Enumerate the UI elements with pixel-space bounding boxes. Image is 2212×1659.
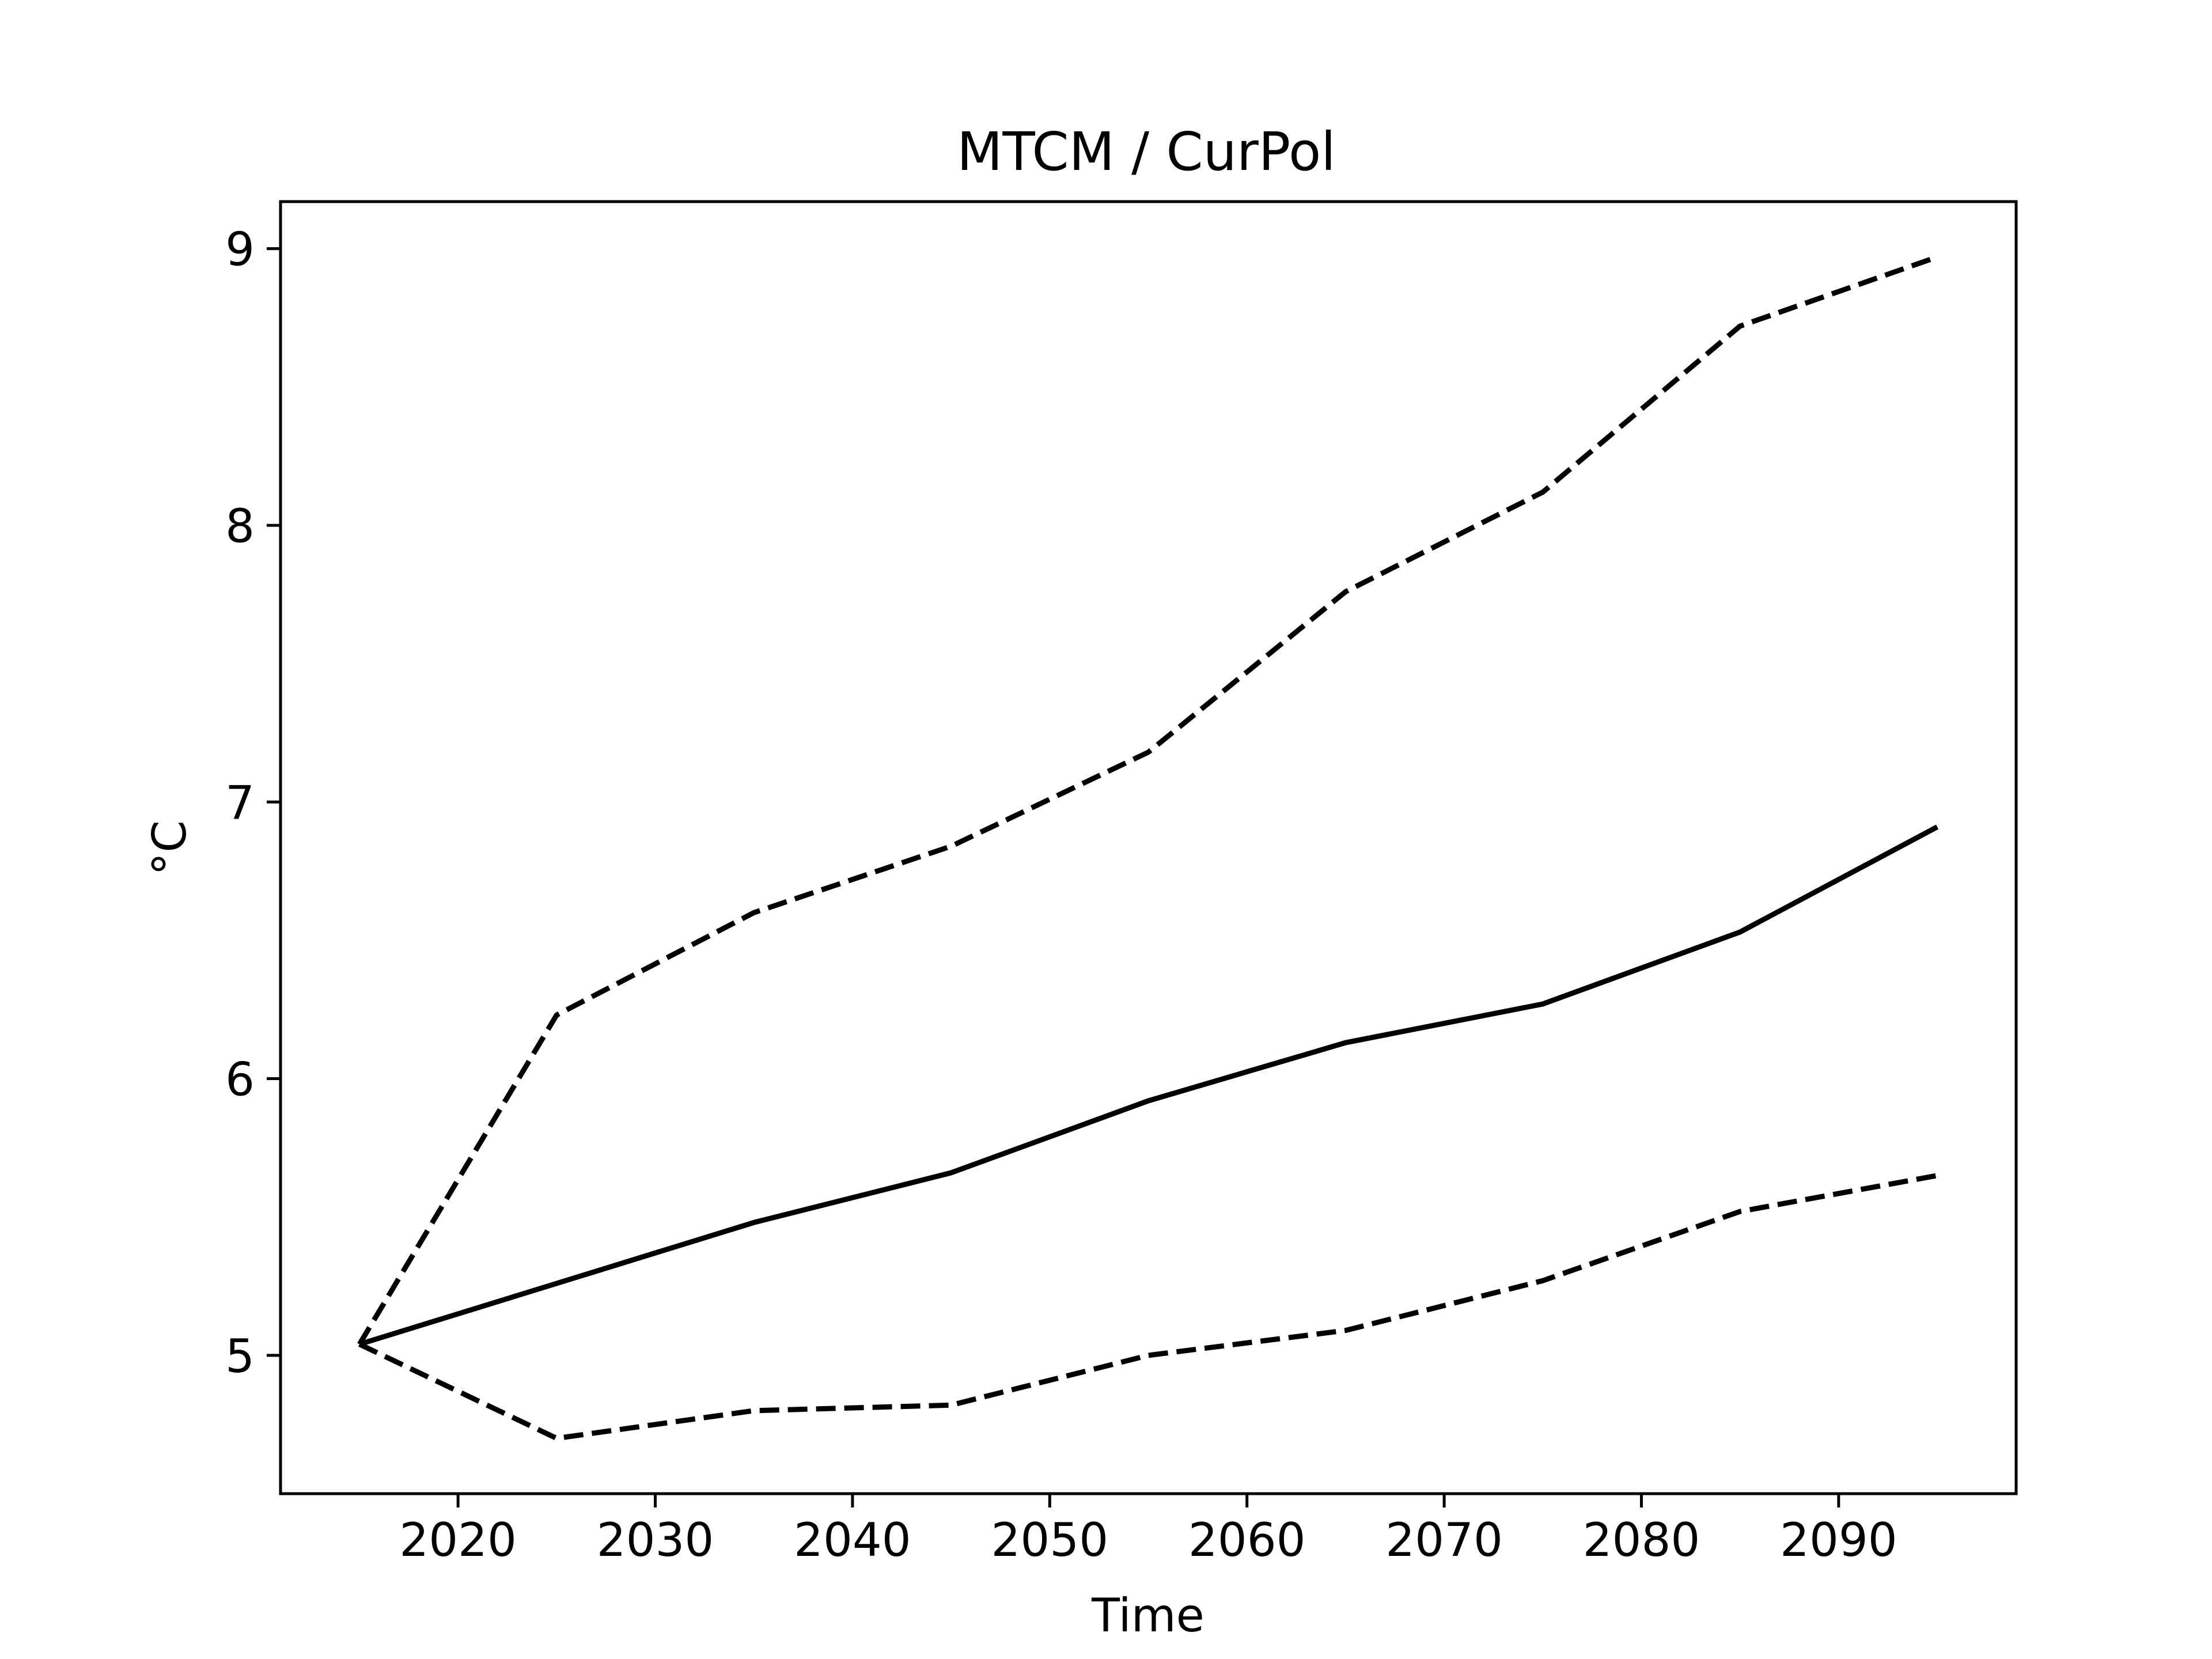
x-tick-label: 2040	[794, 1513, 911, 1567]
x-tick-label: 2080	[1583, 1513, 1700, 1567]
y-axis-label: °C	[143, 820, 196, 876]
y-tick-label: 9	[225, 223, 255, 276]
y-tick-label: 6	[225, 1053, 255, 1107]
dashed-line-2	[358, 1173, 1938, 1441]
series-layer	[357, 254, 1939, 1441]
dashed-line-1	[357, 254, 1938, 1346]
x-tick-label: 2030	[597, 1513, 714, 1567]
y-tick-label: 8	[225, 499, 255, 553]
x-axis: 2020 2030 2040 2050 2060 2070 2080 2090	[399, 1494, 1897, 1567]
y-tick-label: 7	[225, 776, 255, 830]
chart-title: MTCM / CurPol	[957, 121, 1336, 183]
plot-frame	[279, 200, 2018, 1495]
y-axis: 5 6 7 8 9	[225, 223, 281, 1383]
y-tick-label: 5	[225, 1330, 255, 1383]
x-tick-label: 2060	[1188, 1513, 1306, 1567]
x-axis-label: Time	[1091, 1589, 1205, 1642]
x-tick-label: 2070	[1385, 1513, 1503, 1567]
x-tick-label: 2020	[399, 1513, 517, 1567]
solid-line-0	[358, 824, 1939, 1347]
x-tick-label: 2050	[991, 1513, 1109, 1567]
x-tick-label: 2090	[1780, 1513, 1897, 1567]
